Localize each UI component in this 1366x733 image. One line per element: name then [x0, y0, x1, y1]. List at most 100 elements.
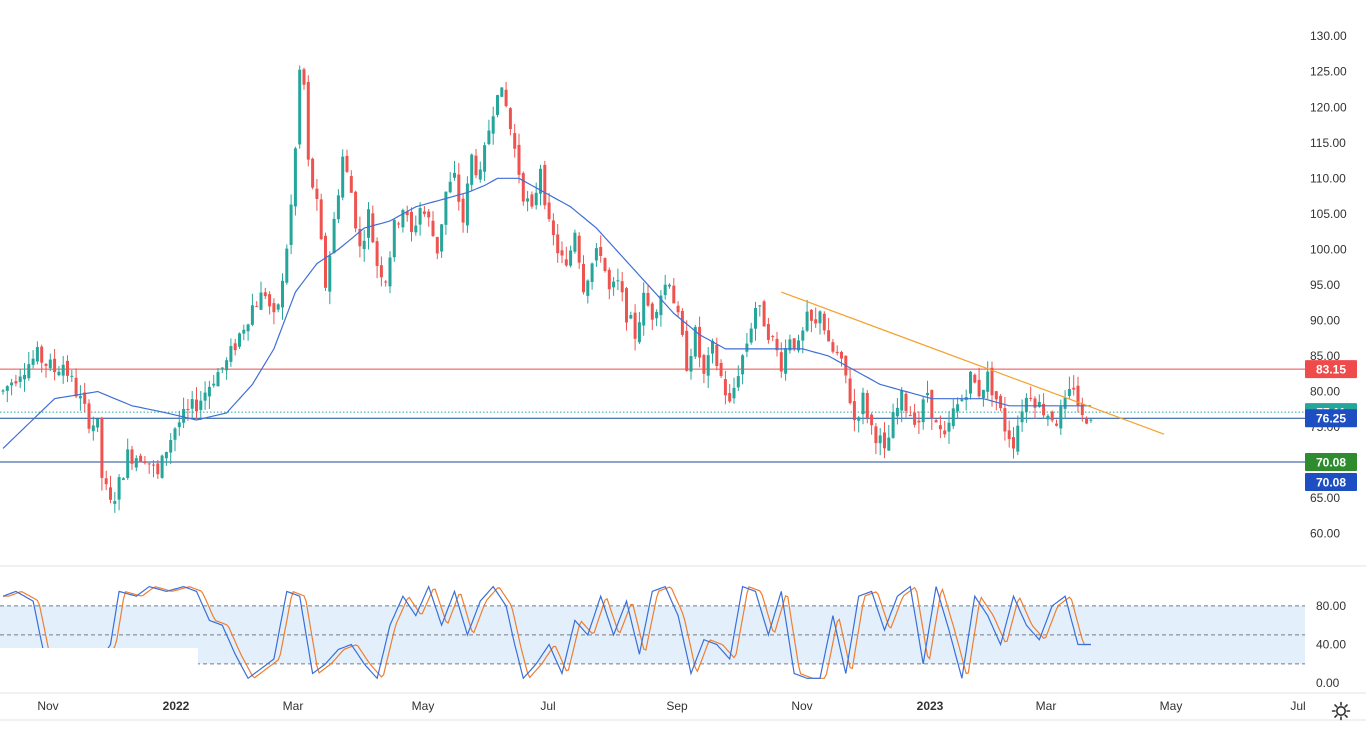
- candle-body: [44, 363, 48, 366]
- candle: [680, 308, 684, 337]
- candle: [749, 322, 753, 345]
- candle: [169, 433, 173, 465]
- candle: [10, 378, 14, 396]
- candle-body: [508, 108, 512, 130]
- candle-body: [943, 430, 947, 435]
- candle-body: [685, 330, 689, 371]
- candle: [78, 385, 82, 411]
- candle-body: [526, 198, 530, 202]
- candle: [508, 106, 512, 136]
- candle: [754, 301, 757, 341]
- candle-body: [650, 303, 654, 320]
- candle-body: [758, 305, 762, 307]
- candle-body: [1050, 411, 1054, 421]
- candle: [1046, 413, 1050, 427]
- candle-body: [517, 144, 521, 175]
- candle-body: [1037, 401, 1041, 407]
- candle: [453, 160, 456, 181]
- candle-body: [302, 69, 306, 85]
- candle-body: [543, 164, 547, 206]
- price-tick-label: 125.00: [1310, 65, 1347, 79]
- candle: [225, 357, 229, 380]
- candle: [809, 309, 813, 333]
- candle: [362, 230, 366, 262]
- candle-body: [212, 383, 216, 386]
- candle-body: [74, 377, 78, 397]
- candle-body: [250, 305, 254, 325]
- support-price-label-text: 70.08: [1316, 476, 1346, 490]
- settings-button[interactable]: [1330, 700, 1352, 722]
- candle: [728, 384, 732, 404]
- price-tick-label: 80.00: [1310, 385, 1340, 399]
- candle-body: [53, 358, 57, 373]
- descending-trendline: [781, 291, 1165, 435]
- price-tick-label: 130.00: [1310, 29, 1347, 43]
- candle-body: [491, 116, 495, 134]
- candle-body: [27, 364, 31, 379]
- candle-body: [616, 280, 620, 282]
- candle: [1080, 397, 1084, 422]
- candle: [947, 410, 951, 444]
- candle-body: [401, 209, 405, 228]
- candle-body: [319, 199, 323, 240]
- candle: [685, 320, 689, 372]
- candle-body: [238, 333, 241, 347]
- candle-body: [956, 404, 960, 412]
- candle: [1024, 393, 1028, 423]
- candle: [199, 391, 203, 420]
- candle: [977, 367, 981, 399]
- candle: [53, 348, 57, 381]
- candle-body: [126, 449, 130, 478]
- candle-body: [663, 284, 667, 296]
- candle-body: [908, 415, 912, 417]
- candle: [766, 317, 770, 344]
- candle-body: [1033, 398, 1037, 408]
- candle: [637, 312, 641, 344]
- candle: [190, 390, 194, 420]
- candle: [345, 149, 349, 174]
- candle-body: [822, 313, 826, 331]
- candle: [272, 298, 276, 325]
- candle-body: [57, 371, 61, 376]
- candle-body: [706, 355, 710, 376]
- candle: [96, 418, 100, 433]
- candle-body: [341, 156, 345, 198]
- candle: [500, 87, 504, 98]
- candle: [470, 153, 474, 191]
- candle: [676, 301, 680, 318]
- green-price-label: 70.08: [1305, 453, 1357, 472]
- candle-body: [422, 211, 426, 214]
- candle-body: [754, 307, 757, 329]
- candle-body: [1080, 403, 1084, 416]
- candle-body: [255, 306, 259, 308]
- candle-body: [410, 211, 413, 233]
- candle-body: [586, 280, 590, 296]
- candle: [930, 389, 934, 430]
- candle-body: [1076, 385, 1080, 406]
- candle: [534, 182, 538, 210]
- candle: [831, 338, 835, 354]
- candle-body: [835, 351, 839, 354]
- candle: [100, 416, 104, 491]
- candle-body: [878, 435, 882, 444]
- candle: [448, 171, 452, 194]
- candle: [530, 191, 534, 209]
- candle: [956, 397, 960, 419]
- candle-body: [324, 235, 327, 288]
- candle-body: [448, 181, 452, 193]
- candle-body: [379, 265, 383, 278]
- candle-body: [1016, 425, 1020, 452]
- candle: [891, 403, 895, 439]
- candle-body: [986, 371, 990, 392]
- candle: [784, 339, 788, 381]
- candle-body: [603, 258, 607, 272]
- candle: [556, 224, 560, 263]
- candle-body: [91, 425, 95, 432]
- blue-price-label: 76.25: [1305, 409, 1357, 428]
- candle: [113, 491, 117, 513]
- candle: [392, 218, 396, 262]
- candle-body: [1012, 437, 1015, 449]
- candle: [582, 255, 585, 295]
- candle-body: [40, 346, 44, 363]
